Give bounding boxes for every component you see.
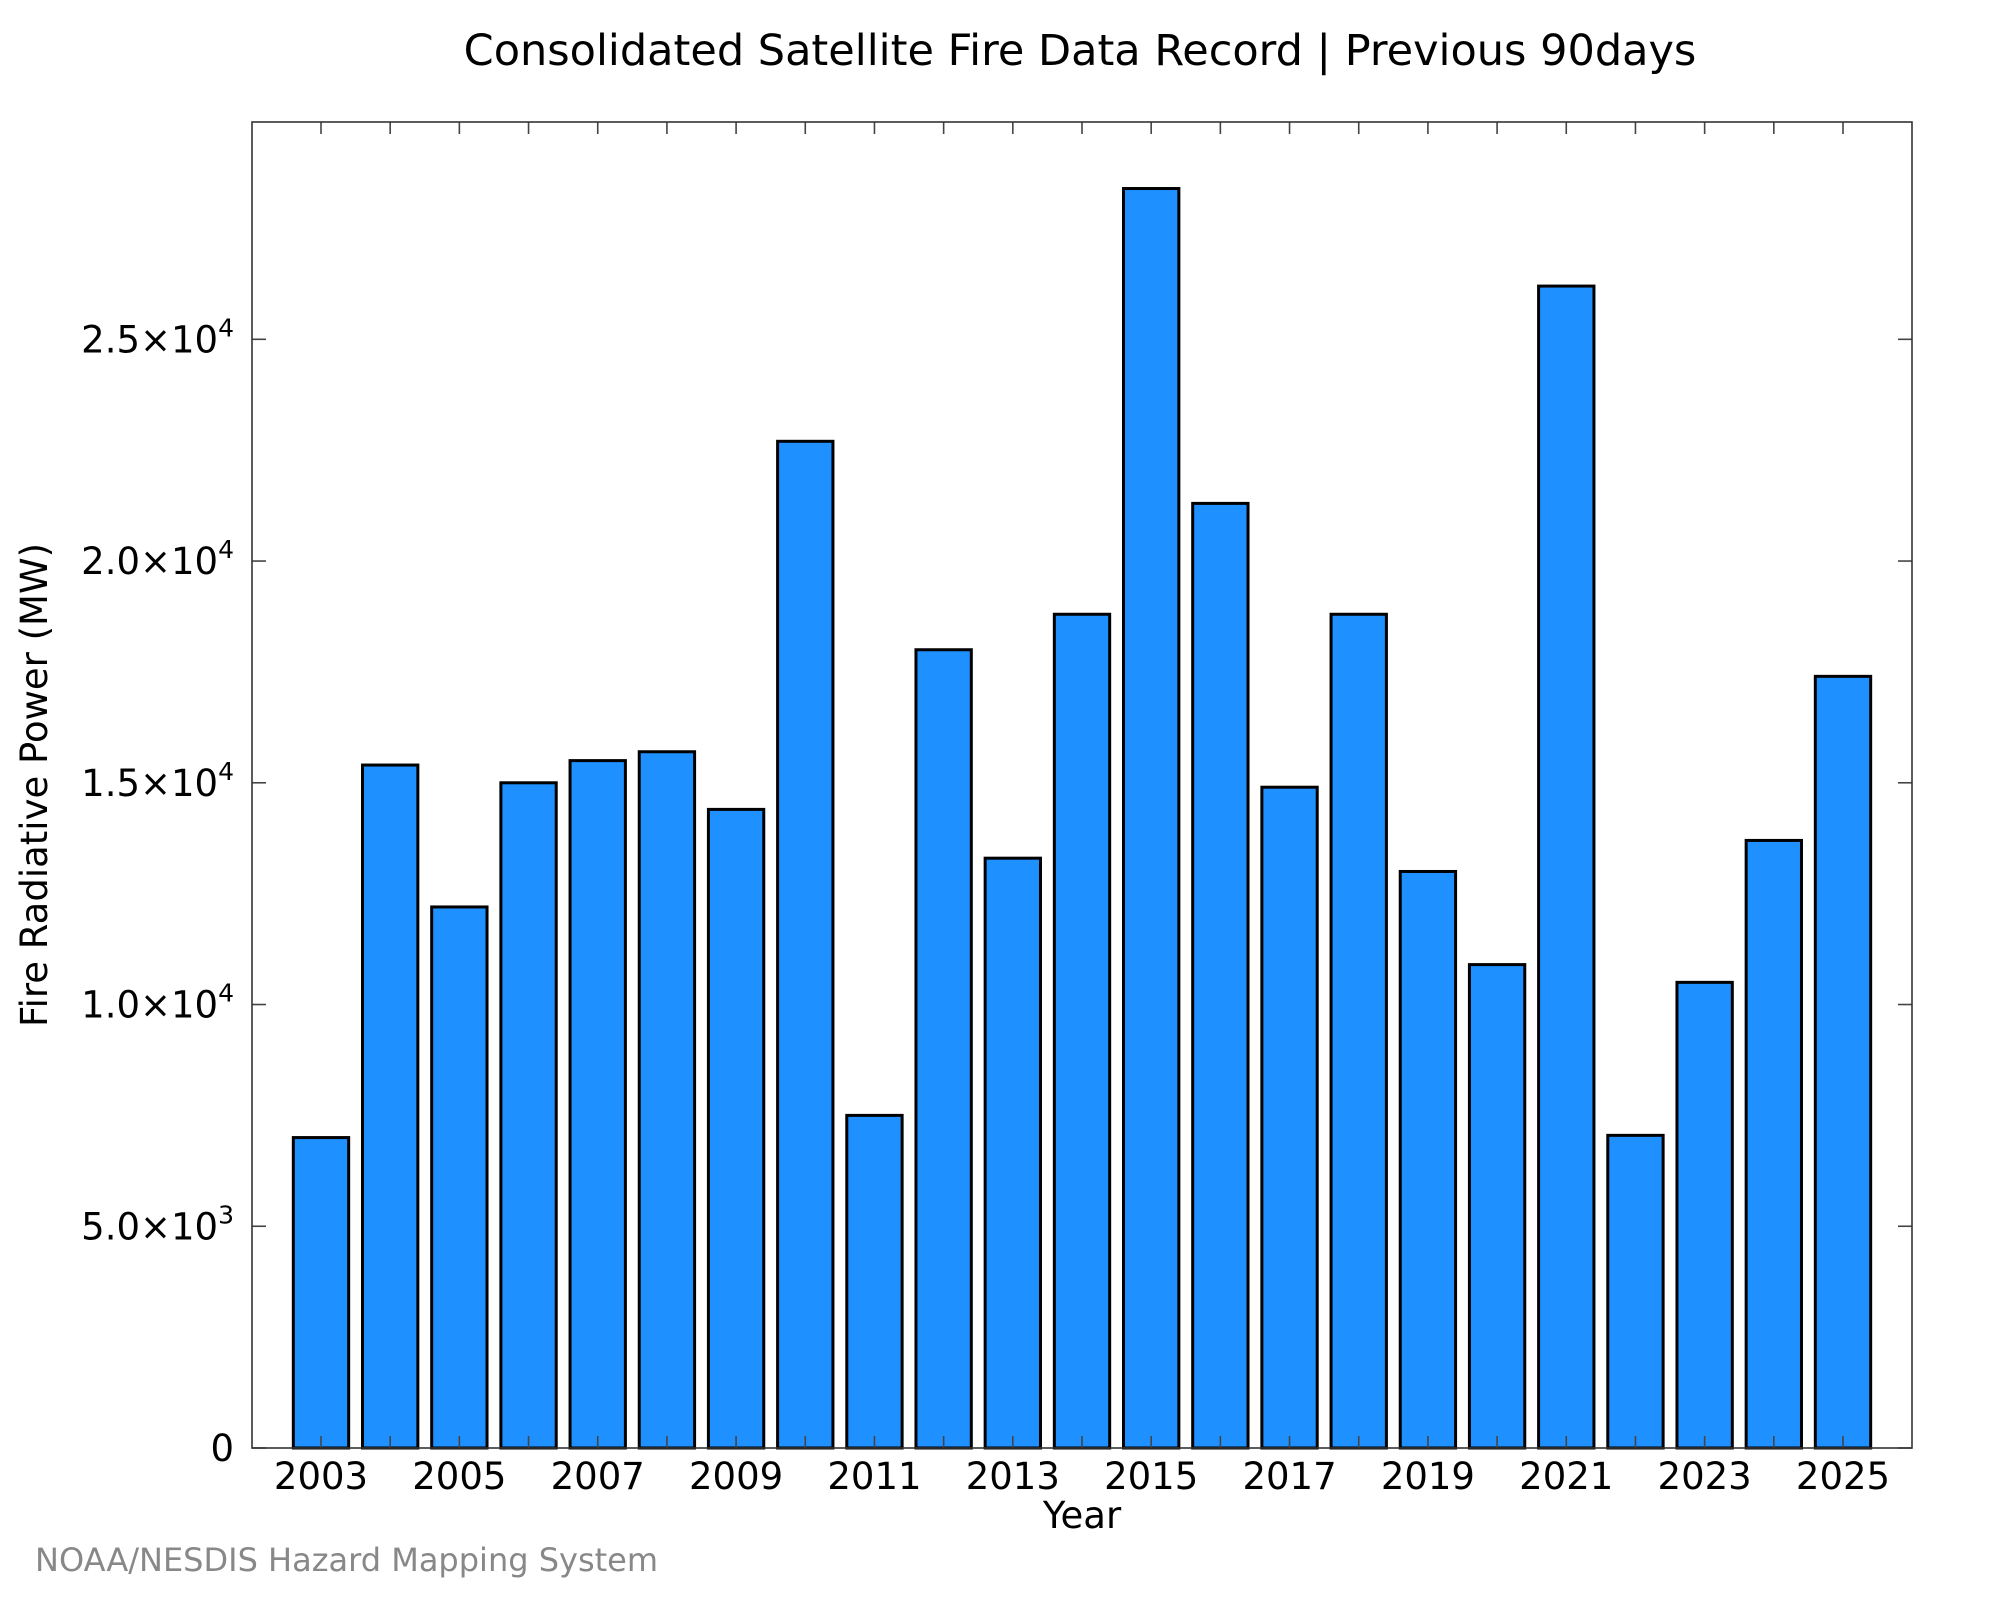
y-tick-label-5000: 5.0×103 — [81, 1200, 234, 1248]
bar-2023 — [1675, 980, 1734, 1450]
bar-2017 — [1260, 785, 1319, 1450]
bar-2016 — [1191, 501, 1250, 1450]
y-axis-label: Fire Radiative Power (MW) — [13, 543, 56, 1027]
bar-2015 — [1122, 187, 1181, 1450]
bar-2020 — [1467, 963, 1527, 1450]
bar-2006 — [499, 781, 558, 1450]
bar-2022 — [1606, 1133, 1665, 1450]
x-tick-label-2017: 2017 — [1242, 1455, 1336, 1498]
bar-2011 — [845, 1113, 904, 1450]
y-tick-label-15000: 1.5×104 — [81, 757, 234, 805]
chart-title: Consolidated Satellite Fire Data Record … — [464, 26, 1697, 76]
y-tick-label-20000: 2.0×104 — [81, 535, 234, 583]
bar-2013 — [983, 856, 1042, 1450]
x-axis-label: Year — [1042, 1494, 1122, 1537]
bar-2005 — [430, 905, 489, 1450]
plot-frame — [251, 121, 1913, 1449]
x-tick-label-2023: 2023 — [1658, 1455, 1752, 1498]
y-tick-label-25000: 2.5×104 — [81, 313, 234, 361]
bar-2014 — [1052, 612, 1112, 1450]
bar-2004 — [361, 763, 420, 1450]
bar-2018 — [1329, 612, 1388, 1450]
x-tick-label-2015: 2015 — [1104, 1455, 1198, 1498]
y-tick-label-10000: 1.0×104 — [81, 979, 234, 1027]
bar-2024 — [1744, 838, 1803, 1450]
y-tick-label-0: 0 — [210, 1427, 234, 1470]
x-tick-label-2007: 2007 — [551, 1455, 645, 1498]
bar-2009 — [706, 807, 766, 1450]
x-tick-labels: 2003 2005 2007 2009 2011 2013 2015 2017 2019 2021… — [274, 1455, 1890, 1498]
bar-2008 — [637, 750, 697, 1450]
x-tick-label-2009: 2009 — [689, 1455, 783, 1498]
x-tick-label-2005: 2005 — [412, 1455, 506, 1498]
bar-2010 — [776, 439, 835, 1450]
bar-2003 — [291, 1136, 351, 1450]
bar-2019 — [1398, 869, 1458, 1450]
bar-2012 — [914, 648, 973, 1450]
x-tick-label-2011: 2011 — [827, 1455, 921, 1498]
x-tick-label-2019: 2019 — [1381, 1455, 1475, 1498]
credit-text: NOAA/NESDIS Hazard Mapping System — [35, 1541, 658, 1579]
y-tick-labels: 0 5.0×103 1.0×104 1.5×104 2.0×104 2.5×104 — [81, 313, 234, 1470]
bar-2007 — [568, 759, 627, 1450]
bar-2021 — [1537, 284, 1596, 1450]
x-tick-label-2013: 2013 — [966, 1455, 1060, 1498]
x-tick-label-2021: 2021 — [1519, 1455, 1613, 1498]
bars-group — [291, 187, 1873, 1450]
x-tick-label-2025: 2025 — [1796, 1455, 1890, 1498]
x-tick-label-2003: 2003 — [274, 1455, 368, 1498]
bar-2025 — [1813, 674, 1873, 1450]
